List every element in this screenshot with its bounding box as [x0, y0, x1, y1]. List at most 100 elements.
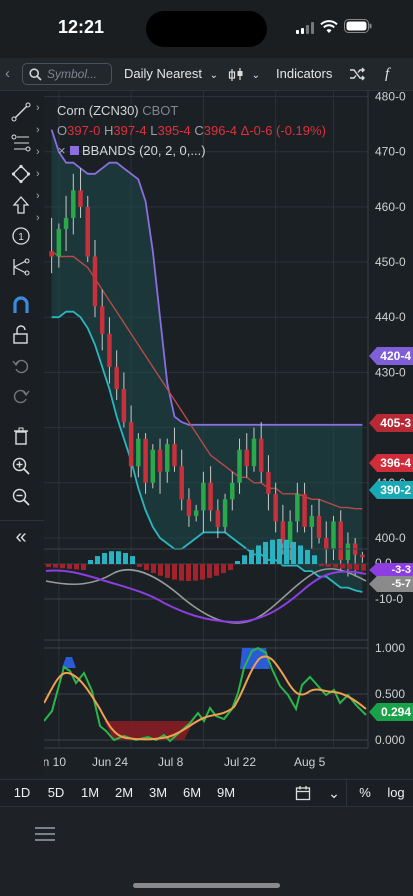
- candle[interactable]: [157, 438, 163, 494]
- percent-scale-button[interactable]: %: [359, 785, 371, 800]
- study-remove-button[interactable]: ×: [58, 143, 66, 158]
- fib-tool-icon[interactable]: [8, 130, 34, 156]
- redo-icon[interactable]: [8, 383, 34, 409]
- candle[interactable]: [309, 504, 315, 549]
- lock-icon[interactable]: [8, 322, 34, 348]
- measure-tool-icon[interactable]: [8, 254, 34, 280]
- candle[interactable]: [99, 289, 105, 351]
- candle[interactable]: [251, 427, 257, 472]
- candle[interactable]: [215, 499, 221, 538]
- candle[interactable]: [49, 217, 54, 274]
- candle[interactable]: [324, 521, 329, 566]
- candle[interactable]: [71, 173, 76, 235]
- candle[interactable]: [56, 223, 62, 268]
- candle[interactable]: [345, 532, 351, 577]
- candle-body: [157, 449, 163, 472]
- candle[interactable]: [258, 422, 264, 483]
- arrow-tool-icon[interactable]: [8, 192, 34, 218]
- candle[interactable]: [186, 488, 192, 527]
- zoom-in-icon[interactable]: [8, 453, 34, 479]
- shapes-tool-icon[interactable]: [8, 161, 34, 187]
- candle[interactable]: [78, 168, 83, 218]
- candle[interactable]: [338, 510, 343, 572]
- indicators-button[interactable]: Indicators: [276, 66, 333, 81]
- macd-histogram-bar: [74, 564, 79, 570]
- candle[interactable]: [150, 444, 156, 489]
- candle[interactable]: [331, 515, 336, 561]
- candle[interactable]: [107, 317, 112, 384]
- candle[interactable]: [295, 482, 300, 533]
- candle[interactable]: [360, 551, 365, 563]
- chart-area[interactable]: 480-0470-0460-0450-0440-0430-0420-0410-0…: [44, 91, 413, 778]
- candle[interactable]: [302, 482, 307, 533]
- magnet-icon[interactable]: [8, 292, 34, 318]
- candle[interactable]: [179, 449, 184, 511]
- candle[interactable]: [222, 493, 228, 533]
- candle[interactable]: [136, 433, 141, 478]
- log-scale-button[interactable]: log: [387, 785, 405, 800]
- price-chart[interactable]: 480-0470-0460-0450-0440-0430-0420-0410-0…: [44, 91, 413, 778]
- candle-body: [237, 449, 242, 483]
- candle[interactable]: [230, 471, 235, 511]
- candle-body: [186, 499, 192, 516]
- symbol-search-input[interactable]: Symbol...: [22, 63, 112, 85]
- wifi-icon: [320, 20, 338, 33]
- chart-type-dropdown[interactable]: ⌄: [228, 58, 260, 90]
- candle[interactable]: [208, 466, 213, 522]
- candle[interactable]: [273, 482, 278, 533]
- stoch-tick-label: 0.000: [375, 733, 405, 747]
- more-timeframes-icon[interactable]: ⌄: [322, 780, 347, 806]
- candle[interactable]: [201, 471, 206, 533]
- candle[interactable]: [266, 455, 271, 511]
- timeframe-button-3m[interactable]: 3M: [148, 785, 168, 800]
- undo-icon[interactable]: [8, 353, 34, 379]
- compare-shuffle-icon[interactable]: [349, 67, 365, 81]
- study-label[interactable]: BBANDS (20, 2, 0,...): [82, 143, 206, 158]
- candle[interactable]: [143, 433, 148, 494]
- timeframe-button-1d[interactable]: 1D: [13, 785, 31, 800]
- candle[interactable]: [244, 433, 249, 478]
- svg-text:1: 1: [18, 232, 24, 243]
- macd-histogram-bar: [347, 564, 352, 570]
- trendline-tool-icon[interactable]: [8, 99, 34, 125]
- zoom-out-icon[interactable]: [8, 484, 34, 510]
- timeframe-button-9m[interactable]: 9M: [216, 785, 236, 800]
- collapse-toolbar-icon[interactable]: «: [15, 525, 27, 548]
- timeframe-button-5d[interactable]: 5D: [47, 785, 65, 800]
- bb-lower-badge: 390-2: [369, 481, 413, 499]
- candle-body: [302, 493, 307, 527]
- chevron-down-icon: ⌄: [209, 70, 219, 81]
- calendar-icon[interactable]: [295, 785, 311, 801]
- hamburger-menu-icon[interactable]: [35, 826, 55, 842]
- candle-body: [150, 449, 156, 483]
- candle[interactable]: [63, 195, 69, 252]
- candle[interactable]: [287, 510, 293, 561]
- divider: [0, 520, 44, 521]
- candle[interactable]: [316, 499, 322, 544]
- macd-histogram-bar: [235, 561, 240, 564]
- trash-icon[interactable]: [8, 423, 34, 449]
- function-button[interactable]: f: [385, 66, 390, 82]
- interval-dropdown[interactable]: Daily Nearest ⌄: [124, 58, 218, 90]
- candle[interactable]: [193, 504, 199, 522]
- status-bar: 12:21: [0, 0, 413, 58]
- candle[interactable]: [237, 438, 242, 494]
- candle[interactable]: [172, 427, 177, 472]
- candle[interactable]: [114, 350, 119, 401]
- scroll-left-icon[interactable]: ‹: [5, 65, 10, 82]
- timeframe-button-6m[interactable]: 6M: [182, 785, 202, 800]
- macd-histogram-bar: [67, 564, 72, 569]
- timeframe-button-1m[interactable]: 1M: [80, 785, 100, 800]
- macd-histogram-bar: [263, 541, 268, 564]
- timeframe-button-2m[interactable]: 2M: [114, 785, 134, 800]
- candle[interactable]: [92, 239, 98, 318]
- candle[interactable]: [85, 195, 90, 263]
- macd-histogram-bar: [326, 564, 331, 567]
- annotation-tool-icon[interactable]: 1: [8, 223, 34, 249]
- candle[interactable]: [165, 438, 170, 483]
- macd-histogram-bar: [151, 564, 156, 574]
- candle[interactable]: [280, 504, 286, 555]
- candle[interactable]: [128, 405, 134, 478]
- candle[interactable]: [121, 372, 127, 428]
- macd-histogram-bar: [179, 564, 184, 581]
